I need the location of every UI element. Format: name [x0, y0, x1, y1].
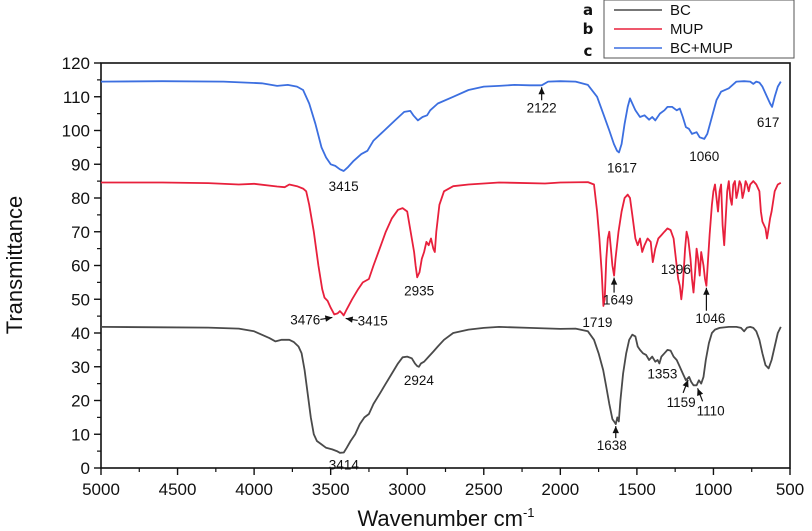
x-axis-title: Wavenumber cm-1	[357, 505, 534, 531]
x-tick-label: 5000	[82, 480, 120, 499]
arrowhead-icon	[345, 316, 354, 323]
arrowhead-icon	[538, 87, 545, 95]
y-tick-label: 50	[71, 290, 90, 309]
peak-label: 1353	[647, 366, 677, 381]
series-line-bc	[101, 326, 782, 454]
peak-label: 1046	[695, 311, 725, 326]
series-line-bc-mup	[101, 80, 782, 172]
x-tick-label: 2000	[541, 480, 579, 499]
x-axis-title-text: Wavenumber cm	[357, 506, 522, 531]
x-tick-label: 1000	[695, 480, 733, 499]
x-tick-label: 1500	[618, 480, 656, 499]
y-tick-label: 100	[62, 122, 90, 141]
y-tick-label: 20	[71, 392, 90, 411]
x-tick-label: 3500	[312, 480, 350, 499]
peak-label: 3415	[329, 179, 359, 194]
y-tick-label: 0	[81, 459, 90, 478]
y-tick-label: 110	[63, 88, 90, 107]
peak-label: 1638	[597, 438, 627, 453]
series-line-mup	[101, 180, 782, 317]
y-tick-label: 10	[71, 425, 90, 444]
legend-label: MUP	[670, 21, 703, 38]
peak-label: 3415	[358, 313, 388, 328]
legend-label: BC+MUP	[670, 40, 733, 57]
peak-label: 1159	[667, 395, 696, 410]
legend-letter: b	[583, 20, 594, 38]
y-axis: 0 10 20 30 40 50 60 70 80 90 100 110 120	[62, 54, 101, 478]
y-tick-label: 80	[71, 189, 90, 208]
peak-label: 1060	[689, 149, 719, 164]
y-tick-label: 30	[71, 358, 90, 377]
y-tick-label: 60	[71, 257, 90, 276]
peak-label: 1110	[697, 403, 725, 418]
peak-label: 1719	[582, 315, 612, 330]
arrowhead-icon	[703, 287, 710, 295]
peak-label: 2924	[404, 373, 435, 388]
peak-label: 1649	[603, 293, 633, 308]
y-tick-label: 40	[71, 324, 90, 343]
peak-label: 2935	[404, 283, 434, 298]
x-axis-title-superscript: -1	[523, 505, 535, 520]
peak-label: 1617	[607, 160, 637, 175]
peak-label: 3414	[329, 457, 360, 472]
legend-label: BC	[670, 2, 691, 19]
x-tick-label: 3000	[388, 480, 426, 499]
x-tick-label: 4000	[235, 480, 273, 499]
legend-letter: a	[583, 1, 593, 19]
x-tick-label: 500	[776, 480, 804, 499]
peak-annotations: 3415 2122 1617 1060 617 2935 3476 3415 1719 1649 1…	[290, 87, 779, 472]
x-axis: 5000 4500 4000 3500 3000 2500 2000 1500 1000 500	[82, 468, 804, 499]
y-tick-label: 120	[62, 54, 90, 73]
peak-label: 1396	[661, 262, 691, 277]
peak-label: 617	[757, 115, 780, 130]
peak-label: 3476	[290, 312, 320, 327]
arrowhead-icon	[697, 388, 704, 396]
x-tick-label: 2500	[465, 480, 503, 499]
y-axis-title: Transmittance	[2, 196, 27, 335]
peak-label: 2122	[527, 100, 557, 115]
x-tick-label: 4500	[159, 480, 197, 499]
series-layer	[101, 80, 782, 454]
y-tick-label: 90	[71, 155, 90, 174]
legend: a BC b MUP c BC+MUP	[583, 0, 795, 60]
legend-letter: c	[584, 42, 593, 60]
arrowhead-icon	[610, 277, 618, 285]
arrowhead-icon	[324, 315, 333, 322]
y-tick-label: 70	[71, 223, 90, 242]
arrowhead-icon	[682, 379, 689, 388]
arrowhead-icon	[612, 426, 619, 434]
